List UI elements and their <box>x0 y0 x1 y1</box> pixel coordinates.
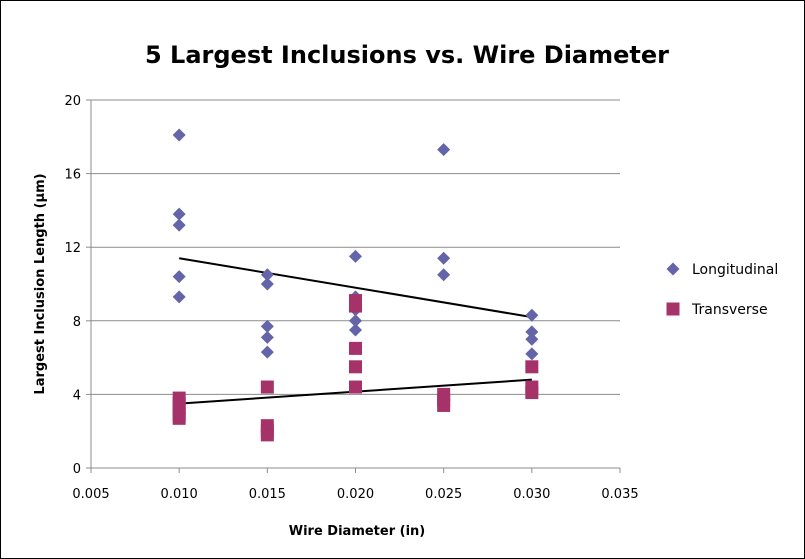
x-tick-label: 0.030 <box>513 487 550 502</box>
x-axis-label: Wire Diameter (in) <box>289 524 426 539</box>
point-longitudinal <box>260 319 274 333</box>
trendline-longitudinal <box>179 257 532 319</box>
y-tick-labels: 0 4 8 12 16 20 <box>64 94 81 477</box>
point-longitudinal <box>525 325 539 339</box>
point-transverse <box>349 380 362 394</box>
y-axis-label: Largest Inclusion Length (µm) <box>33 173 48 394</box>
point-longitudinal <box>349 249 362 263</box>
point-longitudinal <box>260 277 274 291</box>
legend-label-longitudinal: Longitudinal <box>692 262 778 278</box>
data-points <box>172 128 539 442</box>
point-transverse <box>349 360 362 374</box>
legend-marker-longitudinal <box>666 262 680 276</box>
point-longitudinal <box>260 345 274 359</box>
legend: Longitudinal Transverse <box>666 262 778 318</box>
point-longitudinal <box>349 314 362 328</box>
point-longitudinal <box>260 268 274 282</box>
point-transverse <box>172 411 186 425</box>
y-tick-label: 16 <box>64 168 81 183</box>
y-tick-label: 12 <box>64 241 81 256</box>
axes <box>86 99 621 473</box>
point-transverse <box>525 360 539 374</box>
point-transverse <box>437 398 451 412</box>
point-transverse <box>349 341 362 355</box>
point-transverse <box>260 380 274 394</box>
x-tick-label: 0.020 <box>337 487 374 502</box>
point-longitudinal <box>525 332 539 346</box>
x-tick-label: 0.035 <box>601 487 638 502</box>
point-longitudinal <box>172 207 186 221</box>
point-longitudinal <box>525 347 539 361</box>
point-longitudinal <box>172 128 186 142</box>
y-tick-label: 20 <box>64 94 81 109</box>
point-longitudinal <box>260 330 274 344</box>
x-tick-labels: 0.005 0.010 0.015 0.020 0.025 0.030 0.035 <box>72 487 638 502</box>
point-longitudinal <box>437 143 451 157</box>
chart-title: 5 Largest Inclusions vs. Wire Diameter <box>145 41 669 69</box>
y-tick-label: 0 <box>73 462 81 477</box>
legend-marker-transverse <box>666 302 680 316</box>
point-longitudinal <box>349 323 362 337</box>
point-transverse <box>349 299 362 313</box>
point-longitudinal <box>437 251 451 265</box>
point-transverse <box>260 428 274 442</box>
point-longitudinal <box>525 308 539 322</box>
y-tick-label: 4 <box>73 388 81 403</box>
x-tick-label: 0.010 <box>161 487 198 502</box>
legend-label-transverse: Transverse <box>691 302 768 318</box>
point-longitudinal <box>172 270 186 284</box>
point-longitudinal <box>172 290 186 304</box>
point-longitudinal <box>172 218 186 232</box>
point-transverse <box>525 386 539 400</box>
y-tick-label: 8 <box>73 315 81 330</box>
x-tick-label: 0.005 <box>72 487 109 502</box>
x-tick-label: 0.025 <box>425 487 462 502</box>
x-tick-label: 0.015 <box>249 487 286 502</box>
point-longitudinal <box>437 268 451 282</box>
